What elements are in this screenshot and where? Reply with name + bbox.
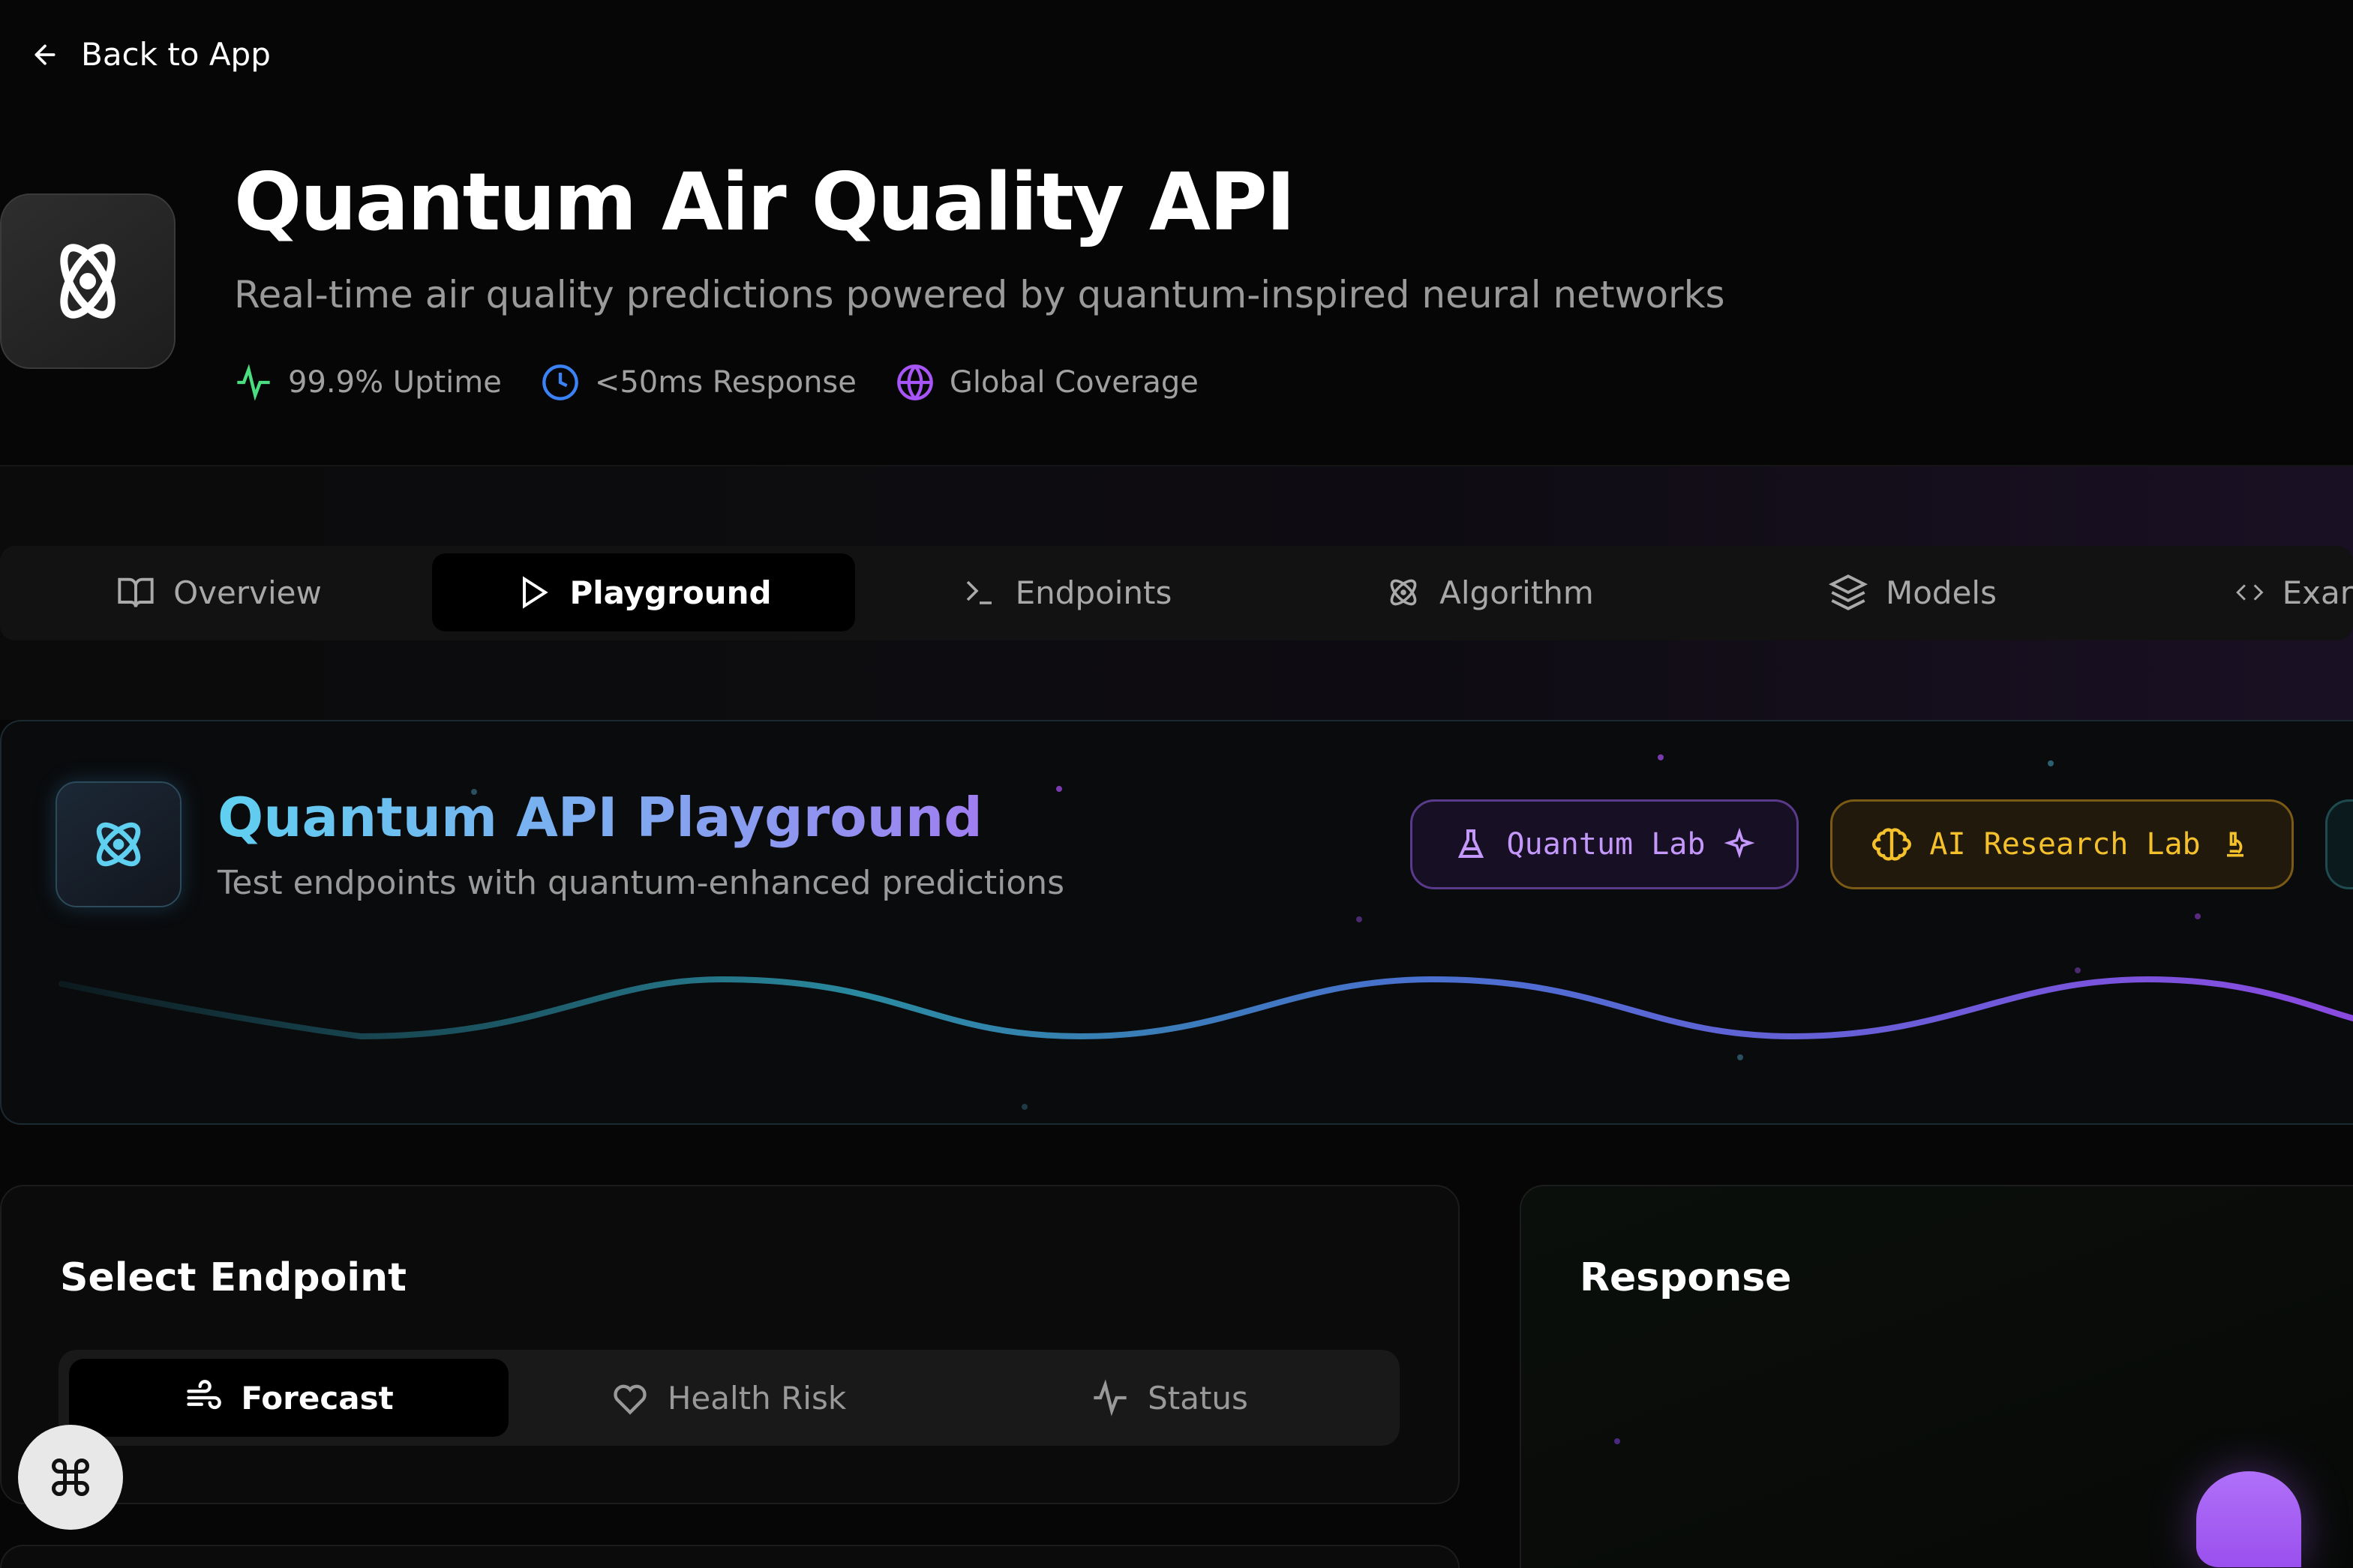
clock-icon [542,364,578,400]
page-subtitle: Real-time air quality predictions powere… [234,273,1725,316]
tab-label: Exar [2282,574,2353,611]
atom-icon [1390,579,1417,606]
page-title: Quantum Air Quality API [234,156,1295,248]
sparkles-icon [1724,828,1755,859]
back-label: Back to App [81,36,271,73]
extra-lab-button[interactable] [2325,799,2353,889]
tab-label: Playground [569,574,772,611]
play-icon [523,576,549,609]
globe-icon [897,364,933,400]
activity-icon [1094,1379,1127,1417]
endpoint-forecast[interactable]: Forecast [69,1359,509,1437]
option-label: Status [1148,1379,1248,1417]
tab-examples[interactable]: Exar [2124,553,2353,631]
playground-icon-box [56,781,182,907]
ai-research-lab-button[interactable]: AI Research Lab [1830,799,2294,889]
arrow-left-icon [35,44,56,64]
decorative-blob [2196,1471,2301,1567]
endpoint-selector: Forecast Health Risk Status [59,1350,1400,1446]
command-palette-button[interactable] [18,1425,123,1530]
next-card [0,1545,1460,1568]
endpoint-status[interactable]: Status [950,1359,1389,1437]
tab-overview[interactable]: Overview [8,553,431,631]
option-label: Health Risk [667,1379,847,1417]
heart-icon [614,1384,647,1415]
tab-label: Overview [173,574,322,611]
stats-row: 99.9% Uptime <50ms Response Global Cover… [234,363,1199,402]
wave-decoration [58,976,2353,1040]
stat-label: <50ms Response [594,365,857,400]
playground-subtitle: Test endpoints with quantum-enhanced pre… [218,864,1065,902]
endpoint-health-risk[interactable]: Health Risk [509,1359,948,1437]
stat-label: Global Coverage [949,365,1199,400]
quantum-lab-button[interactable]: Quantum Lab [1410,799,1799,889]
wind-icon [187,1380,222,1410]
tab-label: Algorithm [1439,574,1594,611]
response-heading: Response [1580,1255,1792,1300]
select-endpoint-card: Select Endpoint [0,1185,1460,1504]
tab-label: Models [1886,574,1997,611]
option-label: Forecast [241,1379,394,1417]
playground-hero-card [0,720,2353,1125]
layers-icon [1829,574,1868,610]
tab-models[interactable]: Models [1701,553,2124,631]
microscope-icon [2226,832,2243,857]
playground-title: Quantum API Playground [218,786,983,849]
flask-icon [1457,829,1484,858]
command-icon [52,1459,89,1496]
atom-icon [96,822,141,867]
atom-icon [60,244,116,319]
tab-playground[interactable]: Playground [432,553,855,631]
tab-endpoints[interactable]: Endpoints [855,553,1278,631]
terminal-icon [966,580,992,604]
stat-coverage: Global Coverage [896,363,1199,402]
select-endpoint-heading: Select Endpoint [60,1255,407,1300]
stat-uptime: 99.9% Uptime [234,363,502,402]
response-card: Response [1520,1185,2353,1568]
api-logo [0,193,176,369]
stat-label: 99.9% Uptime [288,365,502,400]
stat-response: <50ms Response [541,363,857,402]
brain-icon [1872,828,1912,861]
code-icon [2236,584,2264,601]
tab-algorithm[interactable]: Algorithm [1278,553,1701,631]
tab-label: Endpoints [1015,574,1172,611]
button-label: Quantum Lab [1506,827,1706,862]
tab-bar: Overview Playground Endpoints Algorithm … [0,546,2353,640]
book-icon [118,577,154,607]
button-label: AI Research Lab [1929,827,2201,862]
activity-icon [237,364,270,401]
back-to-app-link[interactable]: Back to App [30,36,271,73]
